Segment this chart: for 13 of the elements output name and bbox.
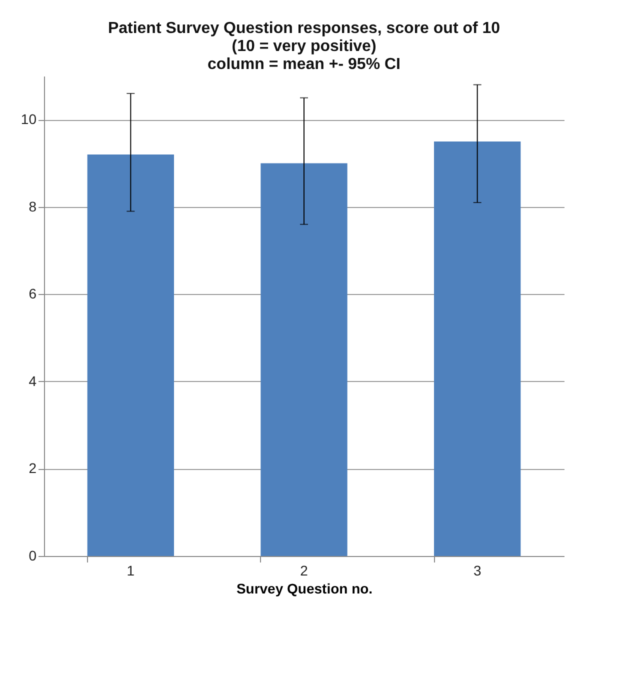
y-tick-label: 4 xyxy=(28,372,37,389)
x-tick-label: 2 xyxy=(300,562,308,578)
x-tick-label: 1 xyxy=(126,562,135,578)
text: column = mean +- 95% CI xyxy=(208,56,400,73)
y-tick-label: 10 xyxy=(20,111,37,128)
text: Patient Survey Question responses, score out of 10 xyxy=(108,20,500,37)
x-tick-label: 3 xyxy=(473,562,482,578)
y-tick-label: 6 xyxy=(28,286,37,302)
x-axis-title: Survey Question no. xyxy=(236,580,373,596)
y-tick-label: 2 xyxy=(28,460,37,476)
y-tick-label: 8 xyxy=(28,198,37,214)
text: (10 = very positive) xyxy=(232,38,376,55)
y-tick-label: 0 xyxy=(28,548,37,564)
